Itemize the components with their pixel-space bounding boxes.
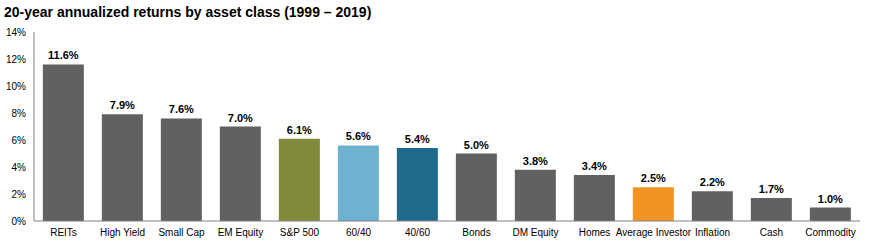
svg-text:6%: 6%: [12, 135, 27, 146]
svg-text:11.6%: 11.6%: [48, 49, 79, 61]
svg-text:REITs: REITs: [50, 227, 77, 238]
svg-text:7.6%: 7.6%: [169, 103, 194, 115]
svg-text:6.1%: 6.1%: [287, 124, 312, 136]
svg-text:60/40: 60/40: [346, 227, 371, 238]
svg-text:1.0%: 1.0%: [818, 193, 843, 205]
svg-text:3.8%: 3.8%: [523, 155, 548, 167]
svg-text:2%: 2%: [12, 189, 27, 200]
svg-text:8%: 8%: [12, 108, 27, 119]
svg-text:Cash: Cash: [760, 227, 783, 238]
html-text:20-year annualized returns by: 20-year annualized returns by asset clas…: [4, 4, 372, 20]
svg-text:3.4%: 3.4%: [582, 160, 607, 172]
svg-text:Bonds: Bonds: [462, 227, 490, 238]
svg-text:Average Investor: Average Investor: [616, 227, 692, 238]
svg-text:2.5%: 2.5%: [641, 172, 666, 184]
svg-text:1.7%: 1.7%: [759, 183, 784, 195]
svg-text:14%: 14%: [8, 27, 26, 38]
svg-text:0%: 0%: [12, 216, 27, 227]
svg-text:7.0%: 7.0%: [228, 112, 253, 124]
svg-text:Homes: Homes: [579, 227, 611, 238]
svg-text:S&P 500: S&P 500: [280, 227, 320, 238]
svg-text:High Yield: High Yield: [100, 227, 145, 238]
svg-text:5.4%: 5.4%: [405, 133, 430, 145]
svg-text:5.0%: 5.0%: [464, 139, 489, 151]
svg-text:10%: 10%: [8, 81, 26, 92]
svg-text:Commodity: Commodity: [805, 227, 856, 238]
svg-text:EM Equity: EM Equity: [218, 227, 264, 238]
svg-text:7.9%: 7.9%: [110, 99, 135, 111]
svg-text:2.2%: 2.2%: [700, 176, 725, 188]
svg-text:DM Equity: DM Equity: [512, 227, 558, 238]
svg-text:Small Cap: Small Cap: [158, 227, 205, 238]
svg-text:40/60: 40/60: [405, 227, 430, 238]
svg-text:12%: 12%: [8, 54, 26, 65]
svg-text:4%: 4%: [12, 162, 27, 173]
svg-text:5.6%: 5.6%: [346, 130, 371, 142]
svg-text:Inflation: Inflation: [695, 227, 730, 238]
